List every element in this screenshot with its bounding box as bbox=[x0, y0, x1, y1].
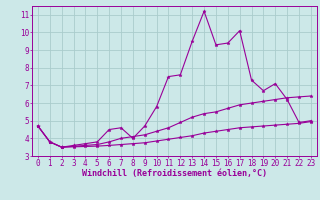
X-axis label: Windchill (Refroidissement éolien,°C): Windchill (Refroidissement éolien,°C) bbox=[82, 169, 267, 178]
